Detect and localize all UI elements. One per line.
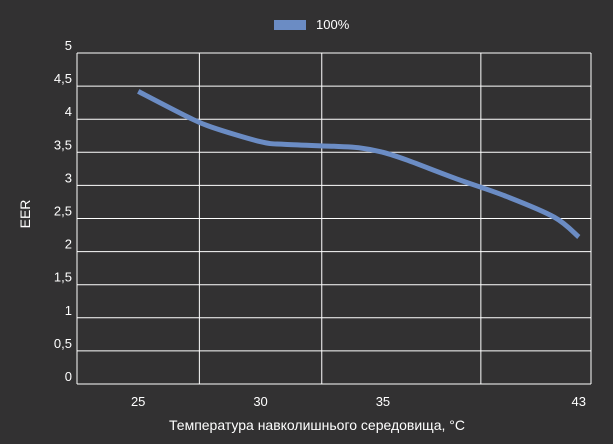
series-line [137,89,581,239]
y-tick-label: 3,5 [54,137,72,152]
y-tick-label: 5 [65,38,72,53]
y-axis-ticks: 0 0,5 1 1,5 2 2,5 3 3,5 4 4,5 5 [54,38,72,384]
x-tick-label: 30 [253,394,267,409]
x-axis-ticks: 25 30 35 43 [131,394,586,409]
x-tick-label: 35 [376,394,390,409]
y-tick-label: 1 [65,303,72,318]
x-axis-label: Температура навколишнього середовища, °C [169,417,465,433]
legend: 100% [274,17,350,32]
legend-label: 100% [316,17,350,32]
series-layer [137,89,581,239]
y-tick-label: 4,5 [54,71,72,86]
y-tick-label: 1,5 [54,270,72,285]
legend-swatch [274,20,306,30]
y-tick-label: 0 [65,369,72,384]
x-tick-label: 25 [131,394,145,409]
y-axis-label: EER [17,200,33,229]
x-tick-label: 43 [572,394,586,409]
y-tick-label: 0,5 [54,336,72,351]
y-tick-label: 4 [65,104,72,119]
grid [76,52,592,385]
y-tick-label: 3 [65,170,72,185]
y-tick-label: 2,5 [54,204,72,219]
y-tick-label: 2 [65,237,72,252]
